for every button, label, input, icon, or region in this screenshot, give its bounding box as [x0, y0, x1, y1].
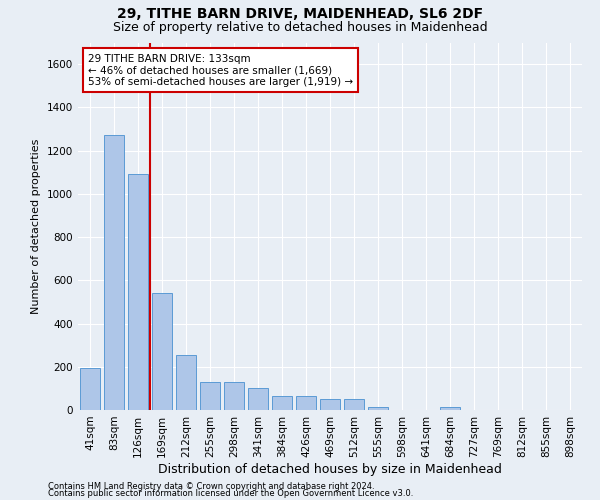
Text: Size of property relative to detached houses in Maidenhead: Size of property relative to detached ho… — [113, 21, 487, 34]
Bar — [104, 136, 124, 410]
Bar — [368, 407, 388, 410]
Bar — [224, 382, 244, 410]
Bar — [80, 368, 100, 410]
Text: 29, TITHE BARN DRIVE, MAIDENHEAD, SL6 2DF: 29, TITHE BARN DRIVE, MAIDENHEAD, SL6 2D… — [117, 8, 483, 22]
Text: Contains HM Land Registry data © Crown copyright and database right 2024.: Contains HM Land Registry data © Crown c… — [48, 482, 374, 491]
Bar — [272, 396, 292, 410]
Bar — [152, 294, 172, 410]
Bar — [296, 396, 316, 410]
Bar — [128, 174, 148, 410]
Text: Contains public sector information licensed under the Open Government Licence v3: Contains public sector information licen… — [48, 490, 413, 498]
Bar — [320, 399, 340, 410]
Bar — [200, 382, 220, 410]
Y-axis label: Number of detached properties: Number of detached properties — [31, 138, 41, 314]
Bar — [176, 355, 196, 410]
X-axis label: Distribution of detached houses by size in Maidenhead: Distribution of detached houses by size … — [158, 462, 502, 475]
Bar — [344, 399, 364, 410]
Bar — [440, 407, 460, 410]
Text: 29 TITHE BARN DRIVE: 133sqm
← 46% of detached houses are smaller (1,669)
53% of : 29 TITHE BARN DRIVE: 133sqm ← 46% of det… — [88, 54, 353, 86]
Bar — [248, 388, 268, 410]
